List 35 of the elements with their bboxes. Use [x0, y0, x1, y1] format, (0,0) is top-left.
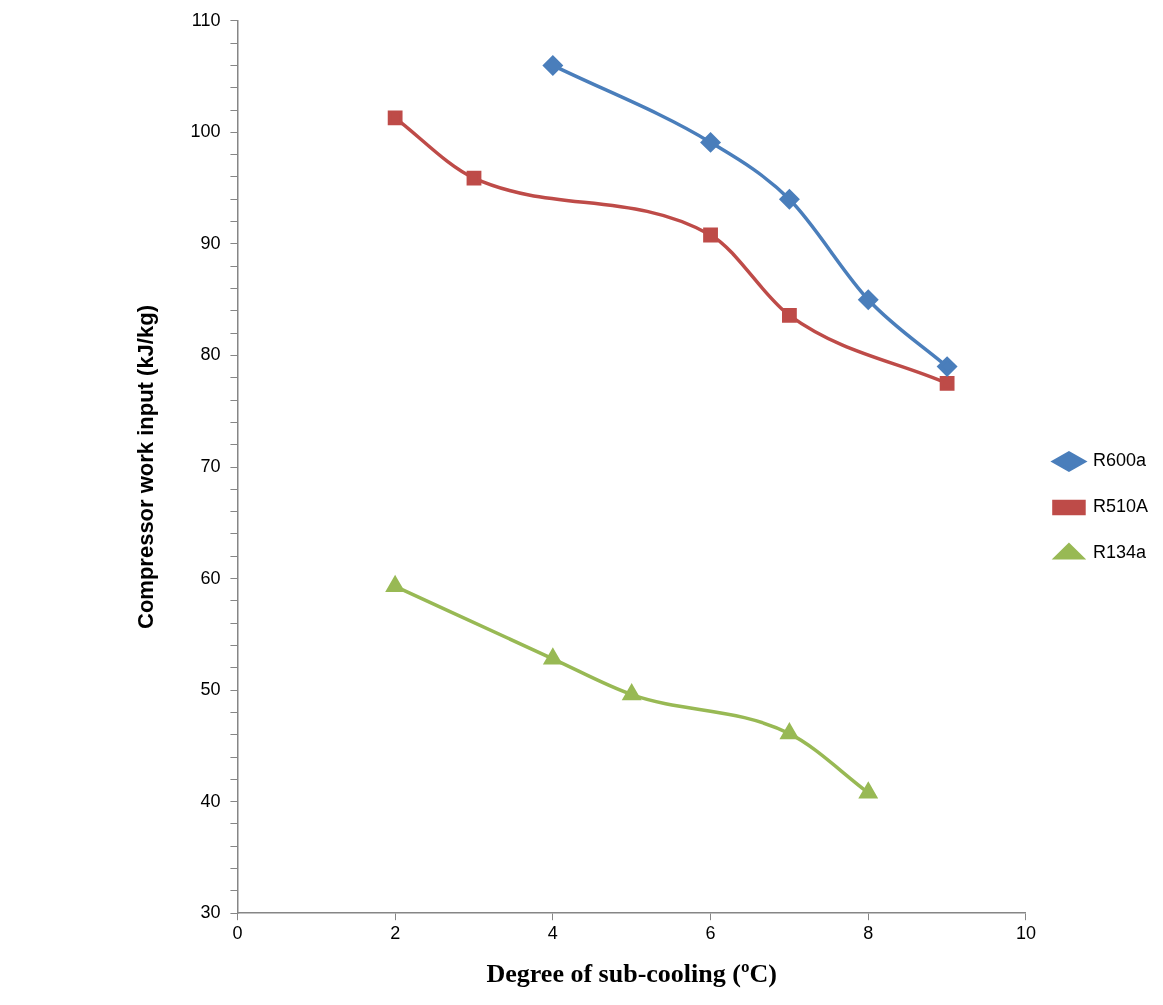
- x-tick-label: 4: [547, 922, 558, 943]
- point: [859, 782, 877, 799]
- point: [782, 307, 797, 323]
- y-tick-label: 70: [200, 455, 221, 476]
- point: [544, 649, 562, 665]
- x-tick-label: 6: [705, 922, 716, 943]
- legend-label: R510A: [1092, 496, 1149, 517]
- x-tick-label: 8: [863, 922, 874, 943]
- point: [385, 574, 404, 593]
- point: [780, 723, 799, 740]
- x-tick-label: 2: [390, 922, 401, 943]
- point: [858, 289, 879, 310]
- y-tick-label: 80: [200, 344, 221, 365]
- y-tick-label: 50: [200, 679, 221, 700]
- y-axis-title: Compressor work input (kJ/kg): [133, 305, 159, 629]
- point: [937, 356, 957, 377]
- point: [939, 375, 955, 391]
- point: [623, 684, 641, 701]
- y-tick-label: 90: [200, 232, 221, 253]
- legend-label: R134a: [1092, 542, 1147, 563]
- point: [466, 170, 482, 186]
- y-tick-label: 100: [190, 121, 221, 142]
- y-tick-label: 40: [200, 790, 221, 811]
- y-tick-label: 30: [200, 902, 221, 923]
- point: [700, 132, 721, 153]
- point: [779, 189, 800, 210]
- x-tick-label: 0: [232, 922, 243, 943]
- y-tick-label: 60: [200, 567, 221, 588]
- legend-label: R600a: [1092, 450, 1147, 471]
- y-tick-label: 110: [191, 9, 221, 30]
- x-axis-title: Degree of sub-cooling (ºC): [486, 959, 777, 989]
- point: [387, 110, 403, 126]
- point: [703, 227, 718, 243]
- x-tick-label: 10: [1015, 922, 1036, 943]
- point: [543, 55, 563, 76]
